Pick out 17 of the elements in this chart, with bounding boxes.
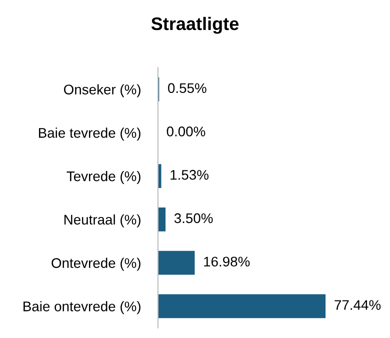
data-label: 0.55% (168, 83, 206, 94)
data-label: 3.50% (174, 213, 213, 224)
y-tick-label: Baie ontevrede (%) (24, 301, 140, 314)
y-tick-label: Neutraal (%) (64, 214, 140, 228)
bar (158, 207, 166, 232)
y-tick-label: Ontevrede (%) (52, 258, 140, 271)
data-label: 77.44% (334, 300, 381, 310)
y-tick-label: Tevrede (%) (66, 171, 140, 184)
data-label: 0.00% (166, 126, 206, 136)
bar (158, 164, 162, 188)
data-label: 16.98% (204, 256, 250, 267)
y-tick-label: Baie tevrede (%) (38, 128, 140, 141)
bar (158, 250, 195, 275)
data-label: 1.53% (170, 170, 208, 180)
y-tick-label: Onseker (%) (64, 84, 140, 98)
bar (158, 294, 326, 318)
chart-title: Straatligte (151, 16, 239, 34)
